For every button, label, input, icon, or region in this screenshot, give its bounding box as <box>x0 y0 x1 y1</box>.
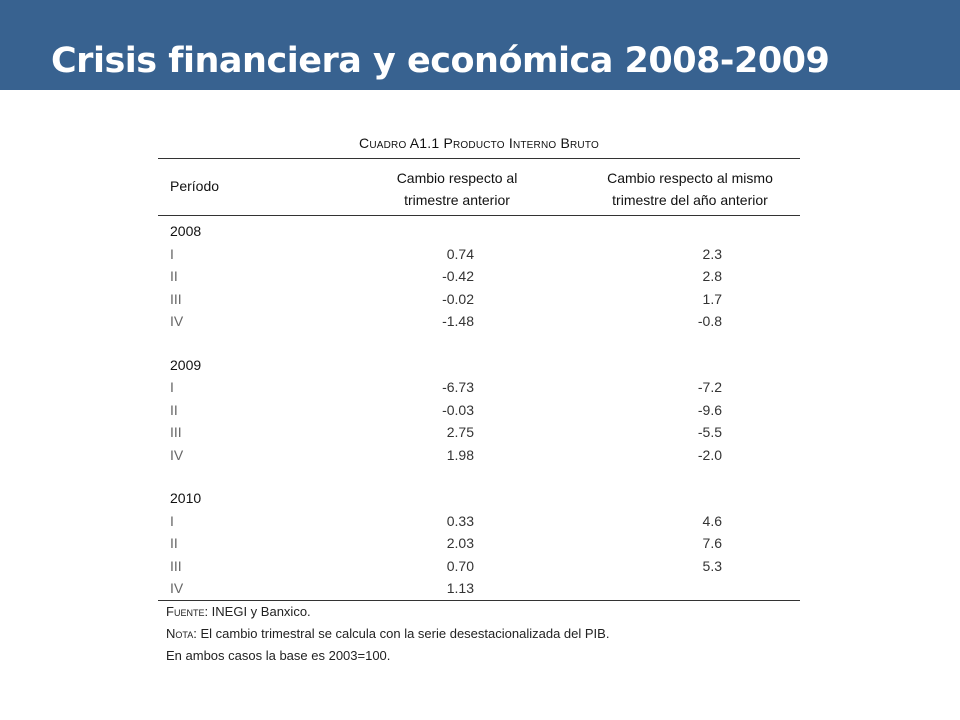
row-spacer <box>158 333 800 354</box>
row-spacer <box>158 466 800 487</box>
quarter-label: III <box>170 424 182 440</box>
table-row: IV -1.48 -0.8 <box>158 310 800 333</box>
table-header: Período Cambio respecto al trimestre ant… <box>158 159 800 216</box>
quarterly-value: 0.74 <box>446 245 474 262</box>
slide-title: Crisis financiera y económica 2008-2009 <box>51 41 830 81</box>
year-label: 2008 <box>170 223 202 239</box>
table-row: I 0.33 4.6 <box>158 510 800 533</box>
annual-value: 2.8 <box>702 268 722 284</box>
annual-value: -0.8 <box>697 313 722 329</box>
year-row: 2010 <box>158 487 800 510</box>
annual-value: 1.7 <box>702 290 722 307</box>
year-label: 2010 <box>170 490 202 506</box>
table-row: I 0.74 2.3 <box>158 243 800 266</box>
annual-value: -7.2 <box>697 379 722 395</box>
quarterly-value: 2.03 <box>446 535 474 551</box>
quarterly-value: 1.98 <box>446 446 474 463</box>
quarter-label: IV <box>170 580 184 596</box>
source-text: : INEGI y Banxico. <box>204 603 311 619</box>
source-label: Fuente <box>166 603 205 619</box>
table-row: III -0.02 1.7 <box>158 288 800 311</box>
year-row: 2008 <box>158 220 800 243</box>
source-note: Fuente: INEGI y Banxico. <box>166 601 800 623</box>
table-row: I -6.73 -7.2 <box>158 376 800 399</box>
table-row: III 2.75 -5.5 <box>158 421 800 444</box>
year-label: 2009 <box>170 356 202 373</box>
quarterly-value: 2.75 <box>446 424 474 440</box>
table-row: IV 1.13 <box>158 577 800 600</box>
base-note: En ambos casos la base es 2003=100. <box>166 647 391 663</box>
header-annual-line1: Cambio respecto al mismo <box>607 170 773 186</box>
quarter-label: II <box>170 535 178 551</box>
quarterly-value: -0.02 <box>442 290 474 307</box>
header-quarterly-line1: Cambio respecto al <box>396 170 518 186</box>
header-quarterly-change: Cambio respecto al trimestre anterior <box>352 167 562 211</box>
method-note: Nota: El cambio trimestral se calcula co… <box>166 623 800 645</box>
quarter-label: I <box>170 379 174 395</box>
quarter-label: IV <box>170 446 184 463</box>
quarter-label: I <box>170 512 174 529</box>
annual-value: -9.6 <box>697 401 722 418</box>
title-bar: Crisis financiera y económica 2008-2009 <box>0 0 960 90</box>
quarterly-value: -0.42 <box>442 268 474 284</box>
table-row: II 2.03 7.6 <box>158 532 800 555</box>
table-notes: Fuente: INEGI y Banxico. Nota: El cambio… <box>166 601 800 667</box>
annual-value: 2.3 <box>702 245 722 262</box>
quarterly-value: -6.73 <box>442 379 474 395</box>
table-body: 2008 I 0.74 2.3 II -0.42 2.8 III -0.02 1.7 IV -… <box>158 220 800 600</box>
header-annual-change: Cambio respecto al mismo trimestre del a… <box>590 167 790 211</box>
table-caption: Cuadro A1.1 Producto Interno Bruto <box>158 128 800 159</box>
annual-value: -5.5 <box>697 424 722 440</box>
table-bottom-rule <box>158 599 800 601</box>
note-label: Nota <box>166 625 194 641</box>
quarterly-value: -0.03 <box>442 401 474 418</box>
quarterly-value: -1.48 <box>442 313 474 329</box>
annual-value: 7.6 <box>702 535 722 551</box>
header-quarterly-line2: trimestre anterior <box>404 192 510 208</box>
quarter-label: II <box>170 268 178 284</box>
quarter-label: III <box>170 290 182 307</box>
quarter-label: III <box>170 557 182 574</box>
quarter-label: II <box>170 401 178 418</box>
header-annual-line2: trimestre del año anterior <box>612 192 768 208</box>
quarter-label: I <box>170 245 174 262</box>
year-row: 2009 <box>158 354 800 377</box>
table-row: II -0.03 -9.6 <box>158 399 800 422</box>
quarterly-value: 0.33 <box>446 512 474 529</box>
annual-value: 4.6 <box>702 512 722 529</box>
table-row: II -0.42 2.8 <box>158 265 800 288</box>
table-row: III 0.70 5.3 <box>158 555 800 578</box>
annual-value: -2.0 <box>697 446 722 463</box>
quarter-label: IV <box>170 313 184 329</box>
annual-value: 5.3 <box>702 557 722 574</box>
header-period: Período <box>170 178 220 194</box>
quarterly-value: 0.70 <box>446 557 474 574</box>
quarterly-value: 1.13 <box>446 580 474 596</box>
note-text: : El cambio trimestral se calcula con la… <box>193 625 610 641</box>
table-row: IV 1.98 -2.0 <box>158 444 800 467</box>
gdp-table: Cuadro A1.1 Producto Interno Bruto Perío… <box>158 128 800 667</box>
